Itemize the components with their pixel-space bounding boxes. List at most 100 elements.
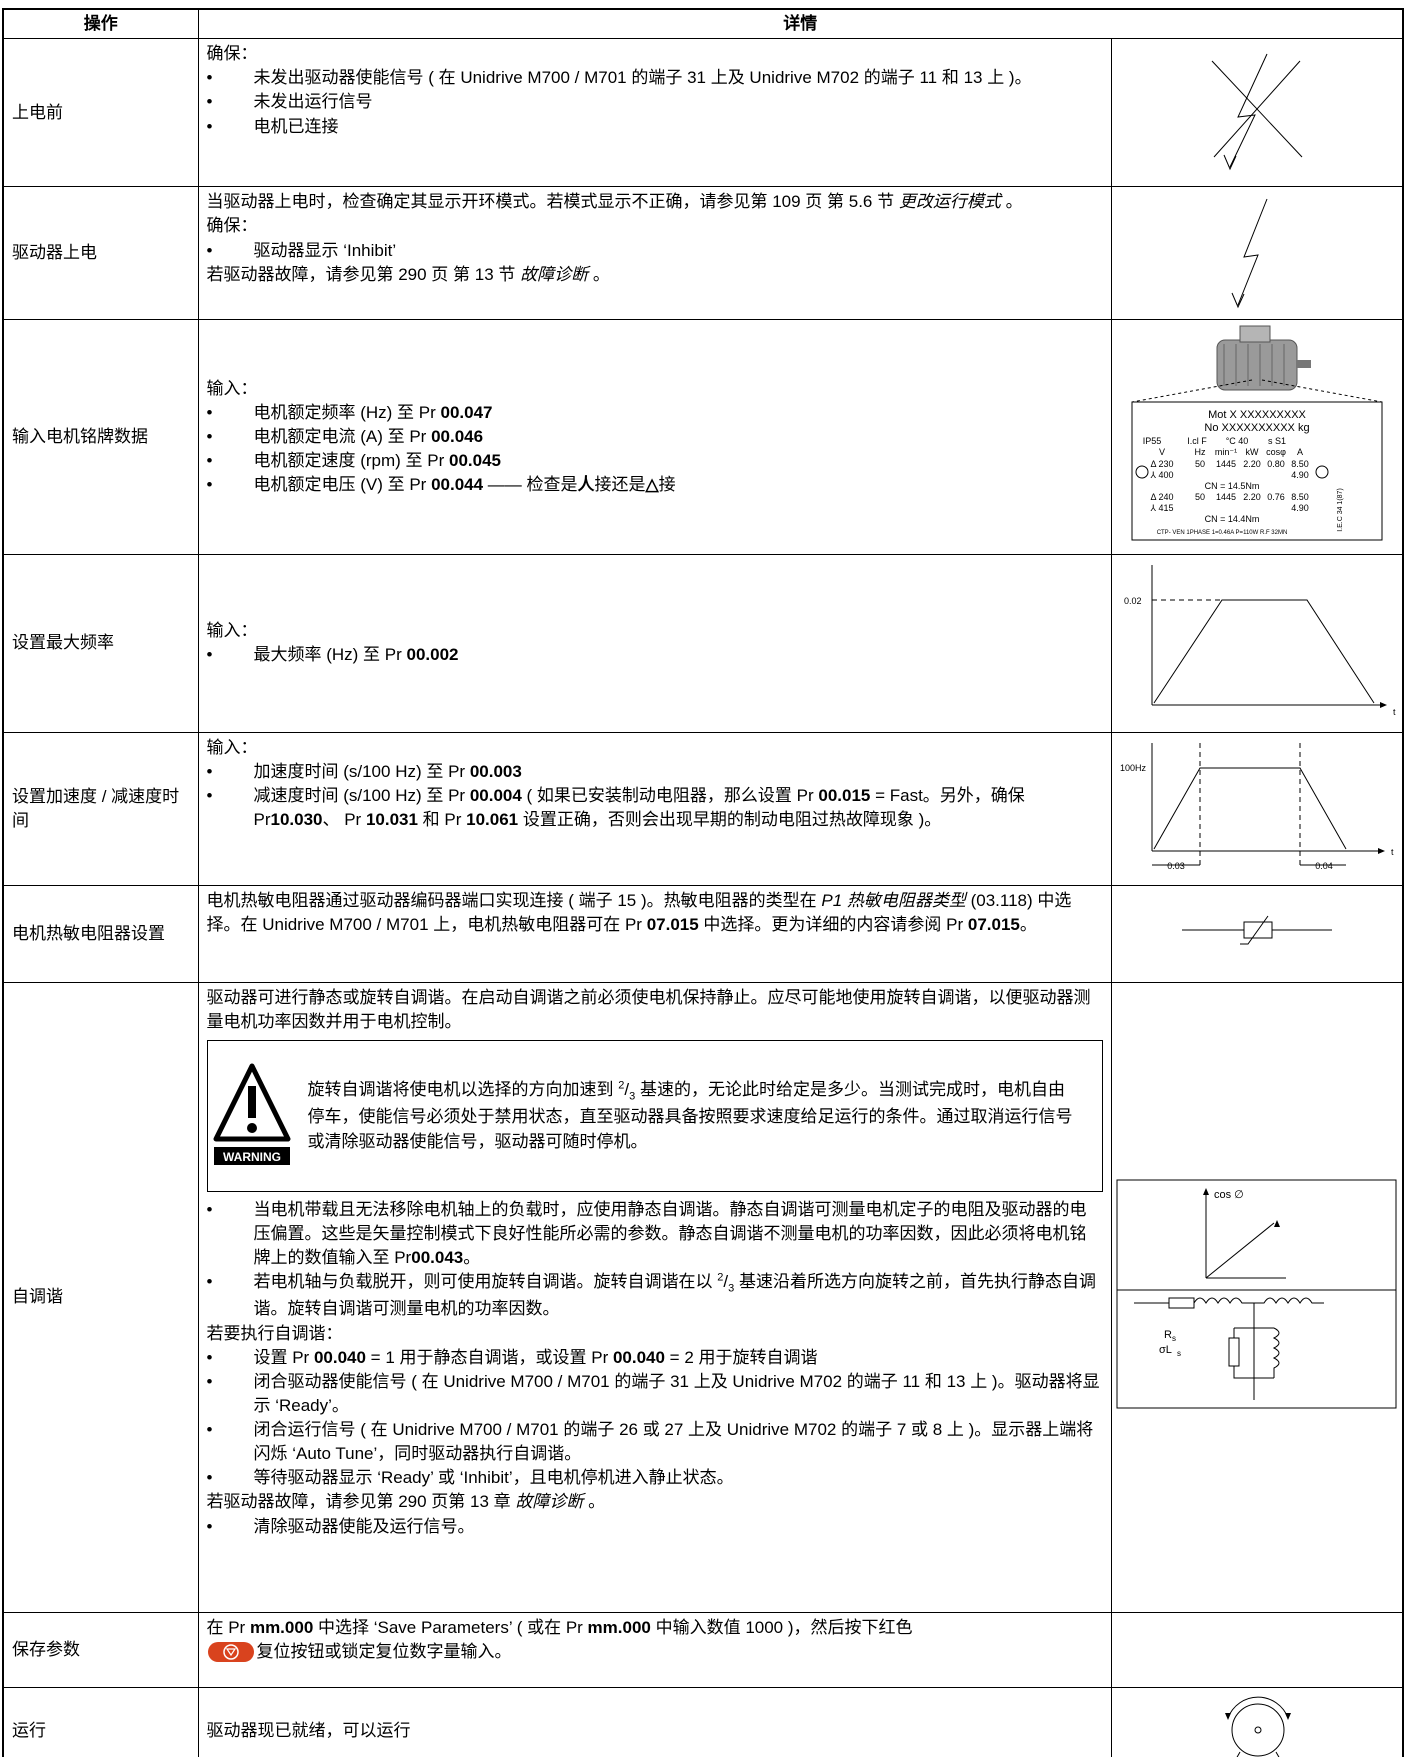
- figure-label: 0.76: [1267, 492, 1285, 502]
- text-run: 中选择。更为详细的内容请参阅 Pr: [698, 914, 968, 934]
- figure-cell: [1110, 884, 1404, 983]
- text-run: 减速度时间 (s/100 Hz) 至 Pr: [253, 785, 470, 805]
- text-run: 接: [658, 475, 676, 495]
- figure-label: 0.02: [1124, 596, 1142, 606]
- paragraph: 确保：: [207, 214, 1103, 238]
- text-run: 基速沿着所选方向旋转之前，首先执行静态自调谐。旋转自调谐可测量电机的功率因数。: [253, 1272, 1096, 1319]
- figure-label: 8.50: [1291, 459, 1309, 469]
- text-run: 等待驱动器显示 ‘Ready’ 或 ‘Inhibit’，且电机停机进入静止状态。: [253, 1468, 734, 1488]
- resistor: [1243, 921, 1273, 939]
- figure-label: V: [1159, 447, 1165, 457]
- bold-text: 10.031: [365, 810, 418, 829]
- detail-cell: 在 Pr mm.000 中选择 ‘Save Parameters’ ( 或在 P…: [197, 1611, 1112, 1688]
- bullet-item: 等待驱动器显示 ‘Ready’ 或 ‘Inhibit’，且电机停机进入静止状态。: [207, 1466, 1103, 1490]
- paragraph: 输入：: [207, 736, 1103, 760]
- bullet-item: 最大频率 (Hz) 至 Pr 00.002: [207, 643, 1103, 667]
- figure-label: Hz: [1194, 447, 1205, 457]
- figure-cell: [1110, 1611, 1404, 1688]
- paragraph: 复位按钮或锁定复位数字量输入。: [207, 1640, 1103, 1665]
- bold-text: mm.000: [587, 1617, 651, 1637]
- detail-cell: 驱动器现已就绪，可以运行: [197, 1686, 1112, 1757]
- arrow-head: [1284, 1712, 1291, 1720]
- detail-cell: 当驱动器上电时，检查确定其显示开环模式。若模式显示不正确，请参见第 109 页 …: [197, 186, 1112, 321]
- italic-text: 故障诊断: [515, 1492, 584, 1512]
- figure-label: 50: [1195, 492, 1205, 502]
- figure-label: 0.04: [1315, 861, 1333, 871]
- detail-cell: 确保： 未发出驱动器使能信号 ( 在 Unidrive M700 / M701 的…: [197, 38, 1112, 188]
- bold-text: △: [645, 475, 659, 495]
- detail-cell: 驱动器可进行静态或旋转自调谐。在启动自调谐之前必须使电机保持静止。应尽可能地使用…: [197, 981, 1112, 1613]
- text-run: 设置 Pr: [253, 1347, 314, 1367]
- figure-label: 2.20: [1243, 459, 1261, 469]
- text-run: = Fast。另外，确保 Pr: [253, 785, 1025, 829]
- figure-line: [1229, 53, 1268, 168]
- paragraph: 驱动器可进行静态或旋转自调谐。在启动自调谐之前必须使电机保持静止。应尽可能地使用…: [207, 986, 1103, 1034]
- warning-label: WARNING: [223, 1150, 281, 1164]
- text-run: 电机已连接: [253, 116, 339, 136]
- detail-cell: 输入：电机额定频率 (Hz) 至 Pr 00.047电机额定电流 (A) 至 P…: [197, 319, 1112, 555]
- action-cell: 设置加速度 / 减速度时间: [2, 731, 199, 886]
- arrow-head: [1224, 1712, 1231, 1720]
- text-run: 若要执行自调谐：: [206, 1323, 343, 1343]
- text-run: 。: [588, 264, 610, 284]
- bold-text: 07.015: [967, 914, 1020, 934]
- screw: [1135, 465, 1149, 479]
- action-cell: 保存参数: [2, 1611, 199, 1688]
- motor-shaft: [1296, 360, 1311, 369]
- script-text: 3: [629, 1090, 636, 1103]
- text-run: 若驱动器故障，请参见第 290 页第 13 章: [206, 1492, 516, 1512]
- text-run: 闭合运行信号 ( 在 Unidrive M700 / M701 的端子 26 或…: [253, 1420, 1094, 1464]
- warning-icon: WARNING: [213, 1063, 290, 1165]
- no-power-icon: [1211, 53, 1303, 171]
- text-run: 确保：: [206, 44, 258, 64]
- text-run: —— 检查是: [483, 475, 578, 495]
- figure-label: σL: [1159, 1344, 1172, 1356]
- bullet-item: 若电机轴与负载脱开，则可使用旋转自调谐。旋转自调谐在以 2/3 基速沿着所选方向…: [207, 1270, 1103, 1321]
- bullet-item: 电机额定速度 (rpm) 至 Pr 00.045: [207, 449, 1103, 473]
- figure-label: ⅄ 400: [1149, 470, 1173, 480]
- figure-label: kW: [1245, 447, 1259, 457]
- power-icon: [1231, 199, 1268, 309]
- rotation-arrow: [1227, 1696, 1289, 1718]
- figure-label: I.cl F: [1187, 436, 1207, 446]
- figure-label: CN = 14.4Nm: [1204, 514, 1259, 524]
- bullet-item: 设置 Pr 00.040 = 1 用于静态自调谐，或设置 Pr 00.040 =…: [207, 1346, 1103, 1370]
- table-row: 驱动器上电 当驱动器上电时，检查确定其显示开环模式。若模式显示不正确，请参见第 1…: [2, 186, 1404, 321]
- text-run: 驱动器显示 ‘Inhibit’: [253, 240, 397, 260]
- figure-line: [1237, 199, 1268, 306]
- paragraph: 若驱动器故障，请参见第 290 页第 13 章 故障诊断 。: [207, 1490, 1103, 1514]
- figure-label: Δ 240: [1150, 492, 1173, 502]
- figure-line: [1153, 599, 1375, 703]
- figure-label: 0.03: [1167, 861, 1185, 871]
- text-run: 。: [463, 1248, 481, 1268]
- text-run: 基速的，无论此时给定是多少。当测试完成时，电机自由停车，使能信号必须处于禁用状态…: [307, 1080, 1073, 1151]
- figure-box: [1116, 1179, 1397, 1409]
- bullet-item: 闭合运行信号 ( 在 Unidrive M700 / M701 的端子 26 或…: [207, 1418, 1103, 1466]
- figure-label: min⁻¹: [1215, 447, 1237, 457]
- bold-text: 00.043: [411, 1248, 464, 1268]
- arrow-head: [1203, 1187, 1210, 1195]
- table-row: 运行 驱动器现已就绪，可以运行: [2, 1686, 1404, 1757]
- table-row: 保存参数在 Pr mm.000 中选择 ‘Save Parameters’ ( …: [2, 1611, 1404, 1688]
- stop-button-icon: [207, 1642, 254, 1663]
- figure-line: [1153, 767, 1347, 849]
- button: [207, 1642, 254, 1663]
- figure-label: 1445: [1216, 492, 1236, 502]
- action-cell: 运行: [2, 1686, 199, 1757]
- text-run: = 2 用于旋转自调谐: [664, 1347, 818, 1367]
- table-row: 自调谐 驱动器可进行静态或旋转自调谐。在启动自调谐之前必须使电机保持静止。应尽可能…: [2, 981, 1404, 1613]
- warning-label-bg: [213, 1147, 290, 1165]
- paragraph: 若要执行自调谐：: [207, 1322, 1103, 1346]
- bullet-item: 加速度时间 (s/100 Hz) 至 Pr 00.003: [207, 760, 1103, 784]
- arrow-head: [1377, 847, 1385, 854]
- text-run: 。: [583, 1492, 606, 1512]
- italic-text: P1 热敏电阻器类型: [821, 890, 966, 910]
- bullet-item: 电机额定频率 (Hz) 至 Pr 00.047: [207, 401, 1103, 425]
- resistor: [1168, 1297, 1195, 1309]
- bold-text: 00.044: [431, 475, 484, 495]
- bold-text: 00.004: [469, 785, 522, 805]
- text-run: 接还是: [594, 475, 646, 495]
- text-run: 电机额定速度 (rpm) 至 Pr: [253, 451, 449, 470]
- resistor: [1228, 1337, 1240, 1367]
